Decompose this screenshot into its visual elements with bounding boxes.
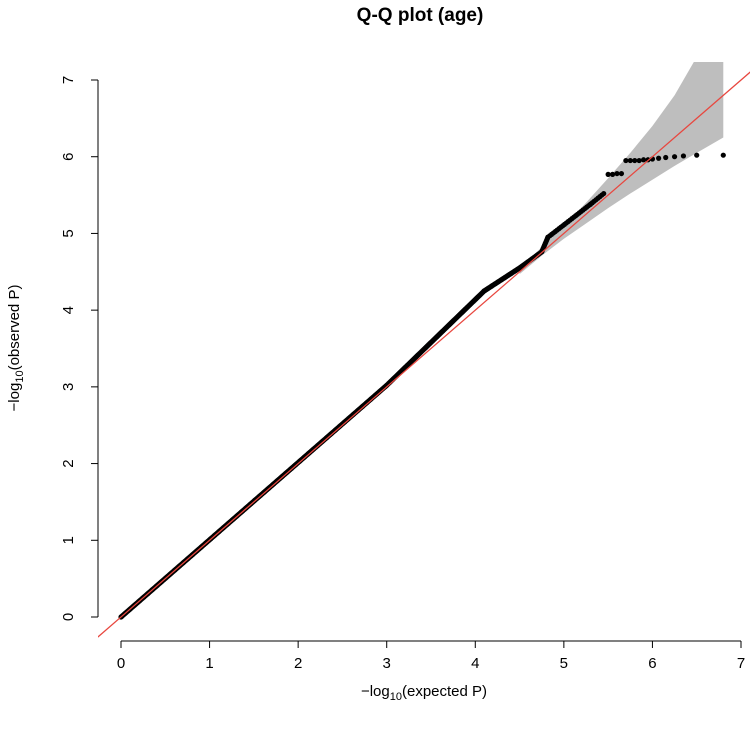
x-tick-label: 5 <box>560 655 568 672</box>
data-point <box>720 152 726 158</box>
data-point <box>663 154 669 161</box>
y-tick-label: 7 <box>60 76 77 84</box>
data-point <box>614 170 620 177</box>
data-point <box>640 157 647 163</box>
data-point <box>671 154 678 160</box>
x-tick-label: 3 <box>383 655 391 672</box>
x-axis-label: −log10(expected P) <box>361 683 487 703</box>
y-tick-label: 3 <box>60 383 77 391</box>
data-point <box>636 157 642 164</box>
y-tick-label: 6 <box>60 153 77 161</box>
plot-area <box>98 62 750 638</box>
y-axis-label-subscript: 10 <box>14 370 26 382</box>
y-axis-label: −log10(observed P) <box>6 285 26 412</box>
x-axis: 0 1 2 3 4 5 6 7 <box>117 640 745 672</box>
y-tick-label: 1 <box>60 536 77 544</box>
y-tick-label: 2 <box>60 459 77 467</box>
data-point <box>680 153 687 159</box>
x-tick-label: 6 <box>648 655 656 672</box>
x-tick-label: 2 <box>294 655 302 672</box>
data-point <box>609 171 616 177</box>
data-point <box>605 171 611 177</box>
x-tick-label: 1 <box>205 655 213 672</box>
y-axis-label-prefix: −log <box>6 383 23 412</box>
y-tick-label: 4 <box>60 306 77 314</box>
reference-line <box>98 71 750 638</box>
chart-title: Q-Q plot (age) <box>357 5 484 26</box>
y-tick-label: 5 <box>60 229 77 237</box>
x-axis-label-suffix: (expected P) <box>402 683 487 700</box>
y-tick-label: 0 <box>60 613 77 621</box>
data-point <box>694 152 700 158</box>
data-point <box>656 155 662 161</box>
y-axis: 0 1 2 3 4 5 6 7 <box>60 76 99 621</box>
data-point <box>623 157 629 164</box>
data-point <box>632 157 638 164</box>
x-tick-label: 7 <box>737 655 745 672</box>
x-axis-label-subscript: 10 <box>390 691 402 703</box>
x-tick-label: 0 <box>117 655 125 672</box>
data-point <box>601 190 607 197</box>
data-point <box>627 157 633 164</box>
observed-points <box>118 152 726 620</box>
x-axis-label-prefix: −log <box>361 683 390 700</box>
y-axis-label-suffix: (observed P) <box>6 285 23 371</box>
data-point <box>618 170 625 177</box>
x-tick-label: 4 <box>471 655 479 672</box>
